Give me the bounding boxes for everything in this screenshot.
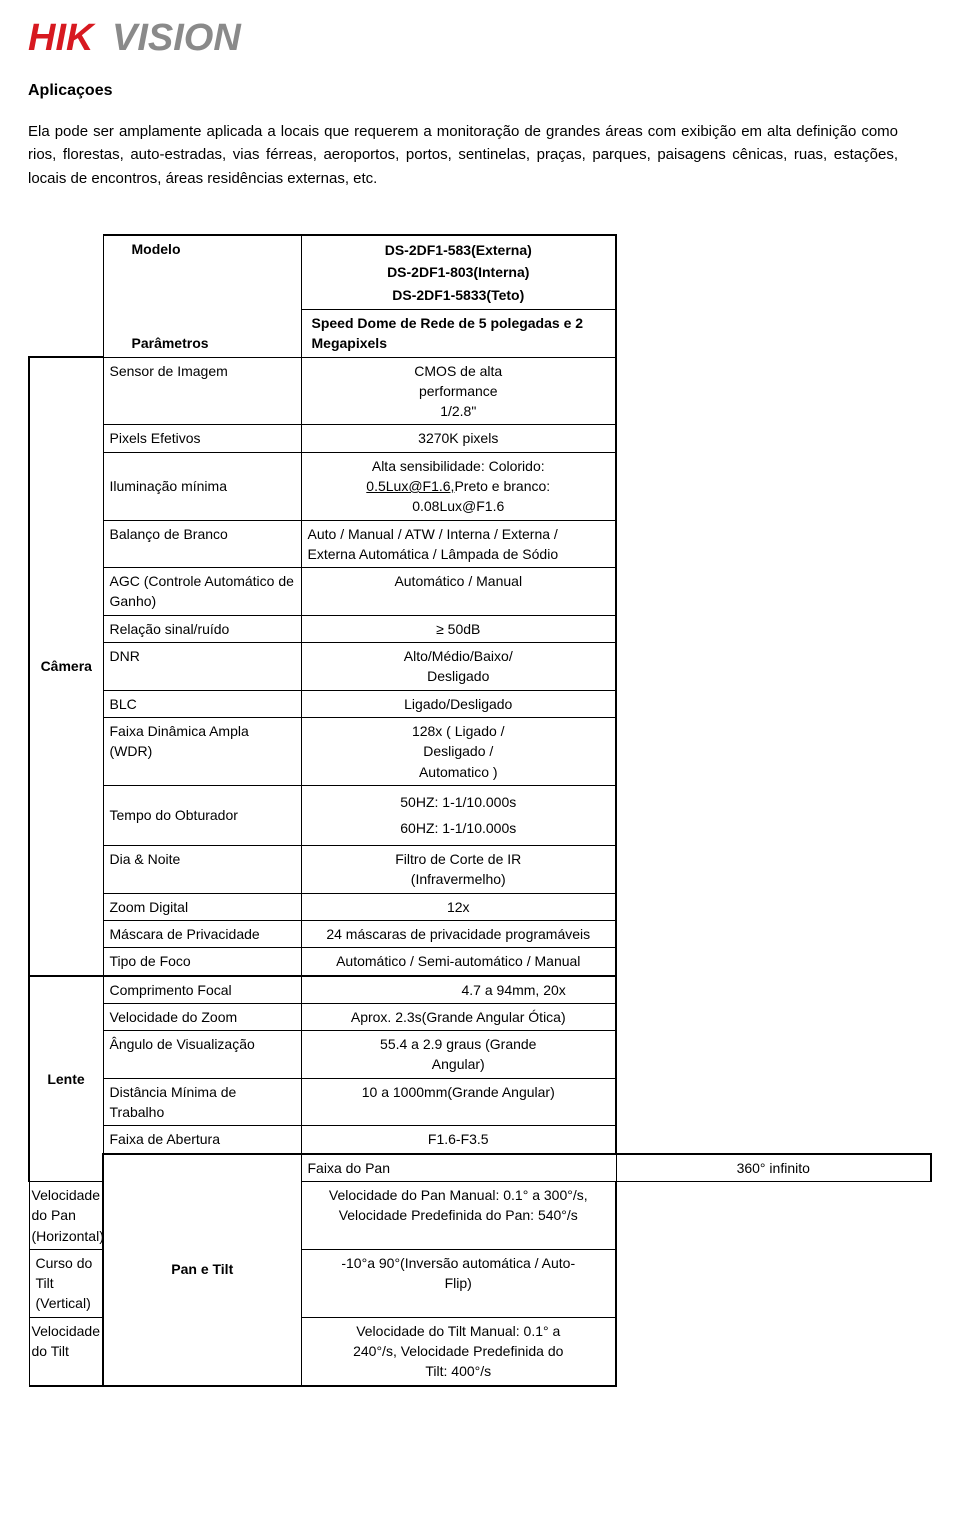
header-params-value: Speed Dome de Rede de 5 polegadas e 2 Me… xyxy=(301,309,616,357)
row-value: 55.4 a 2.9 graus (Grande Angular) xyxy=(301,1031,616,1079)
row-label: Dia & Noite xyxy=(103,846,301,894)
row-label: DNR xyxy=(103,643,301,691)
row-label: BLC xyxy=(103,690,301,717)
row-value: F1.6-F3.5 xyxy=(301,1126,616,1154)
header-model-value: DS-2DF1-583(Externa) DS-2DF1-803(Interna… xyxy=(301,235,616,310)
brand-logo: HIK VISION xyxy=(28,16,932,58)
row-label: Velocidade do Pan (Horizontal) xyxy=(29,1181,103,1249)
row-label: Curso do Tilt (Vertical) xyxy=(29,1249,103,1317)
row-label: AGC (Controle Automático de Ganho) xyxy=(103,568,301,616)
section-title: Aplicaçoes xyxy=(28,82,932,100)
row-value: Velocidade do Pan Manual: 0.1° a 300°/s,… xyxy=(301,1181,616,1249)
row-value: Alto/Médio/Baixo/ Desligado xyxy=(301,643,616,691)
header-params-label: Parâmetros xyxy=(103,309,301,357)
category-lens: Lente xyxy=(29,976,103,1182)
row-value: Aprox. 2.3s(Grande Angular Ótica) xyxy=(301,1003,616,1030)
row-value: 50HZ: 1-1/10.000s 60HZ: 1-1/10.000s xyxy=(301,785,616,845)
header-blank xyxy=(29,235,103,357)
row-value: 360° infinito xyxy=(616,1154,931,1182)
row-label: Iluminação mínima xyxy=(103,452,301,520)
logo-hik: HIK xyxy=(28,17,96,58)
category-pantilt: Pan e Tilt xyxy=(103,1154,301,1386)
row-value: Ligado/Desligado xyxy=(301,690,616,717)
row-label: Velocidade do Tilt xyxy=(29,1317,103,1385)
category-camera: Câmera xyxy=(29,357,103,976)
ilum-line2b: Preto e branco: xyxy=(454,478,550,494)
row-value: 24 máscaras de privacidade programáveis xyxy=(301,920,616,947)
spec-table: Modelo DS-2DF1-583(Externa) DS-2DF1-803(… xyxy=(28,234,932,1387)
ilum-line1: Alta sensibilidade: Colorido: xyxy=(372,458,545,474)
row-label: Sensor de Imagem xyxy=(103,357,301,425)
row-value: Auto / Manual / ATW / Interna / Externa … xyxy=(301,520,616,568)
header-model-label: Modelo xyxy=(103,235,301,310)
row-label: Distância Mínima de Trabalho xyxy=(103,1078,301,1126)
row-label: Ângulo de Visualização xyxy=(103,1031,301,1079)
row-label: Faixa de Abertura xyxy=(103,1126,301,1154)
row-value: Velocidade do Tilt Manual: 0.1° a 240°/s… xyxy=(301,1317,616,1385)
row-value: 10 a 1000mm(Grande Angular) xyxy=(301,1078,616,1126)
row-value: 12x xyxy=(301,893,616,920)
row-label: Relação sinal/ruído xyxy=(103,615,301,642)
row-value: 4.7 a 94mm, 20x xyxy=(301,976,616,1004)
row-label: Faixa Dinâmica Ampla (WDR) xyxy=(103,717,301,785)
row-label: Pixels Efetivos xyxy=(103,425,301,452)
row-label: Faixa do Pan xyxy=(301,1154,616,1182)
row-label: Tipo de Foco xyxy=(103,948,301,976)
row-value: 3270K pixels xyxy=(301,425,616,452)
row-value: -10°a 90°(Inversão automática / Auto- Fl… xyxy=(301,1249,616,1317)
row-value: 128x ( Ligado / Desligado / Automatico ) xyxy=(301,717,616,785)
row-value: ≥ 50dB xyxy=(301,615,616,642)
row-label: Tempo do Obturador xyxy=(103,785,301,845)
row-value: Alta sensibilidade: Colorido: 0.5Lux@F1.… xyxy=(301,452,616,520)
ilum-line2a: 0.5Lux@F1.6, xyxy=(366,478,454,494)
row-value: CMOS de alta performance 1/2.8" xyxy=(301,357,616,425)
row-label: Balanço de Branco xyxy=(103,520,301,568)
row-label: Velocidade do Zoom xyxy=(103,1003,301,1030)
row-label: Máscara de Privacidade xyxy=(103,920,301,947)
ilum-line3: 0.08Lux@F1.6 xyxy=(412,498,504,514)
row-label: Zoom Digital xyxy=(103,893,301,920)
applications-paragraph: Ela pode ser amplamente aplicada a locai… xyxy=(28,120,898,190)
row-value: Automático / Manual xyxy=(301,568,616,616)
row-value: Automático / Semi-automático / Manual xyxy=(301,948,616,976)
row-value: Filtro de Corte de IR (Infravermelho) xyxy=(301,846,616,894)
row-label: Comprimento Focal xyxy=(103,976,301,1004)
logo-vision: VISION xyxy=(112,17,242,58)
